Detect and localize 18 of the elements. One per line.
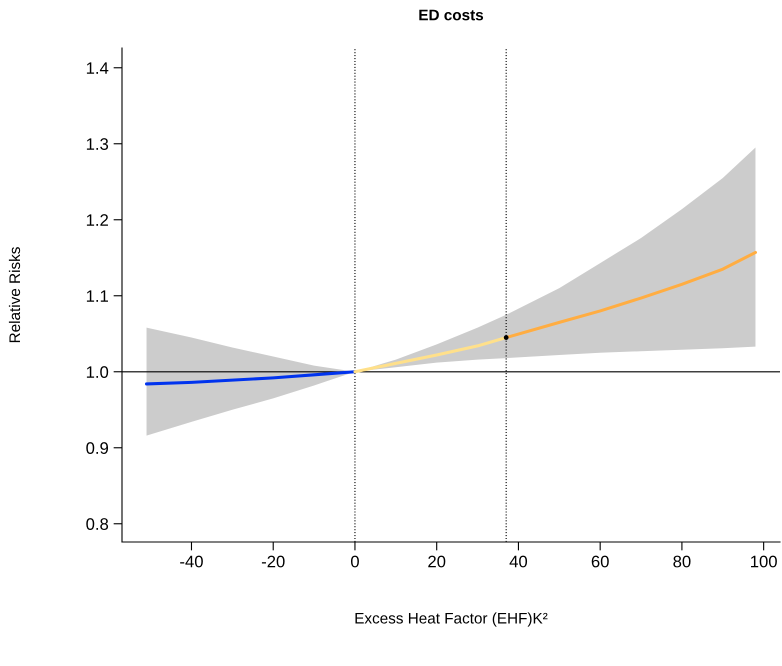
y-axis-title: Relative Risks: [8, 247, 20, 342]
y-tick-label: 0.8: [86, 518, 108, 530]
chart-title: ED costs: [419, 10, 484, 20]
y-tick-label: 1.4: [86, 62, 108, 74]
x-axis-title: Excess Heat Factor (EHF)K²: [355, 612, 548, 627]
x-tick-label: -40: [180, 556, 203, 568]
x-tick-label: -20: [262, 556, 285, 568]
y-tick-label: 1.0: [86, 366, 108, 378]
y-tick-label: 1.2: [86, 214, 108, 226]
x-tick-label: 0: [350, 556, 359, 568]
x-tick-label: 80: [673, 556, 691, 568]
y-tick-label: 1.1: [86, 290, 108, 302]
x-tick-label: 100: [751, 556, 777, 568]
x-tick-label: 20: [428, 556, 446, 568]
x-tick-label: 60: [592, 556, 609, 568]
x-tick-label: 40: [510, 556, 528, 568]
y-tick-label: 1.3: [86, 138, 108, 150]
y-tick-label: 0.9: [86, 442, 108, 454]
